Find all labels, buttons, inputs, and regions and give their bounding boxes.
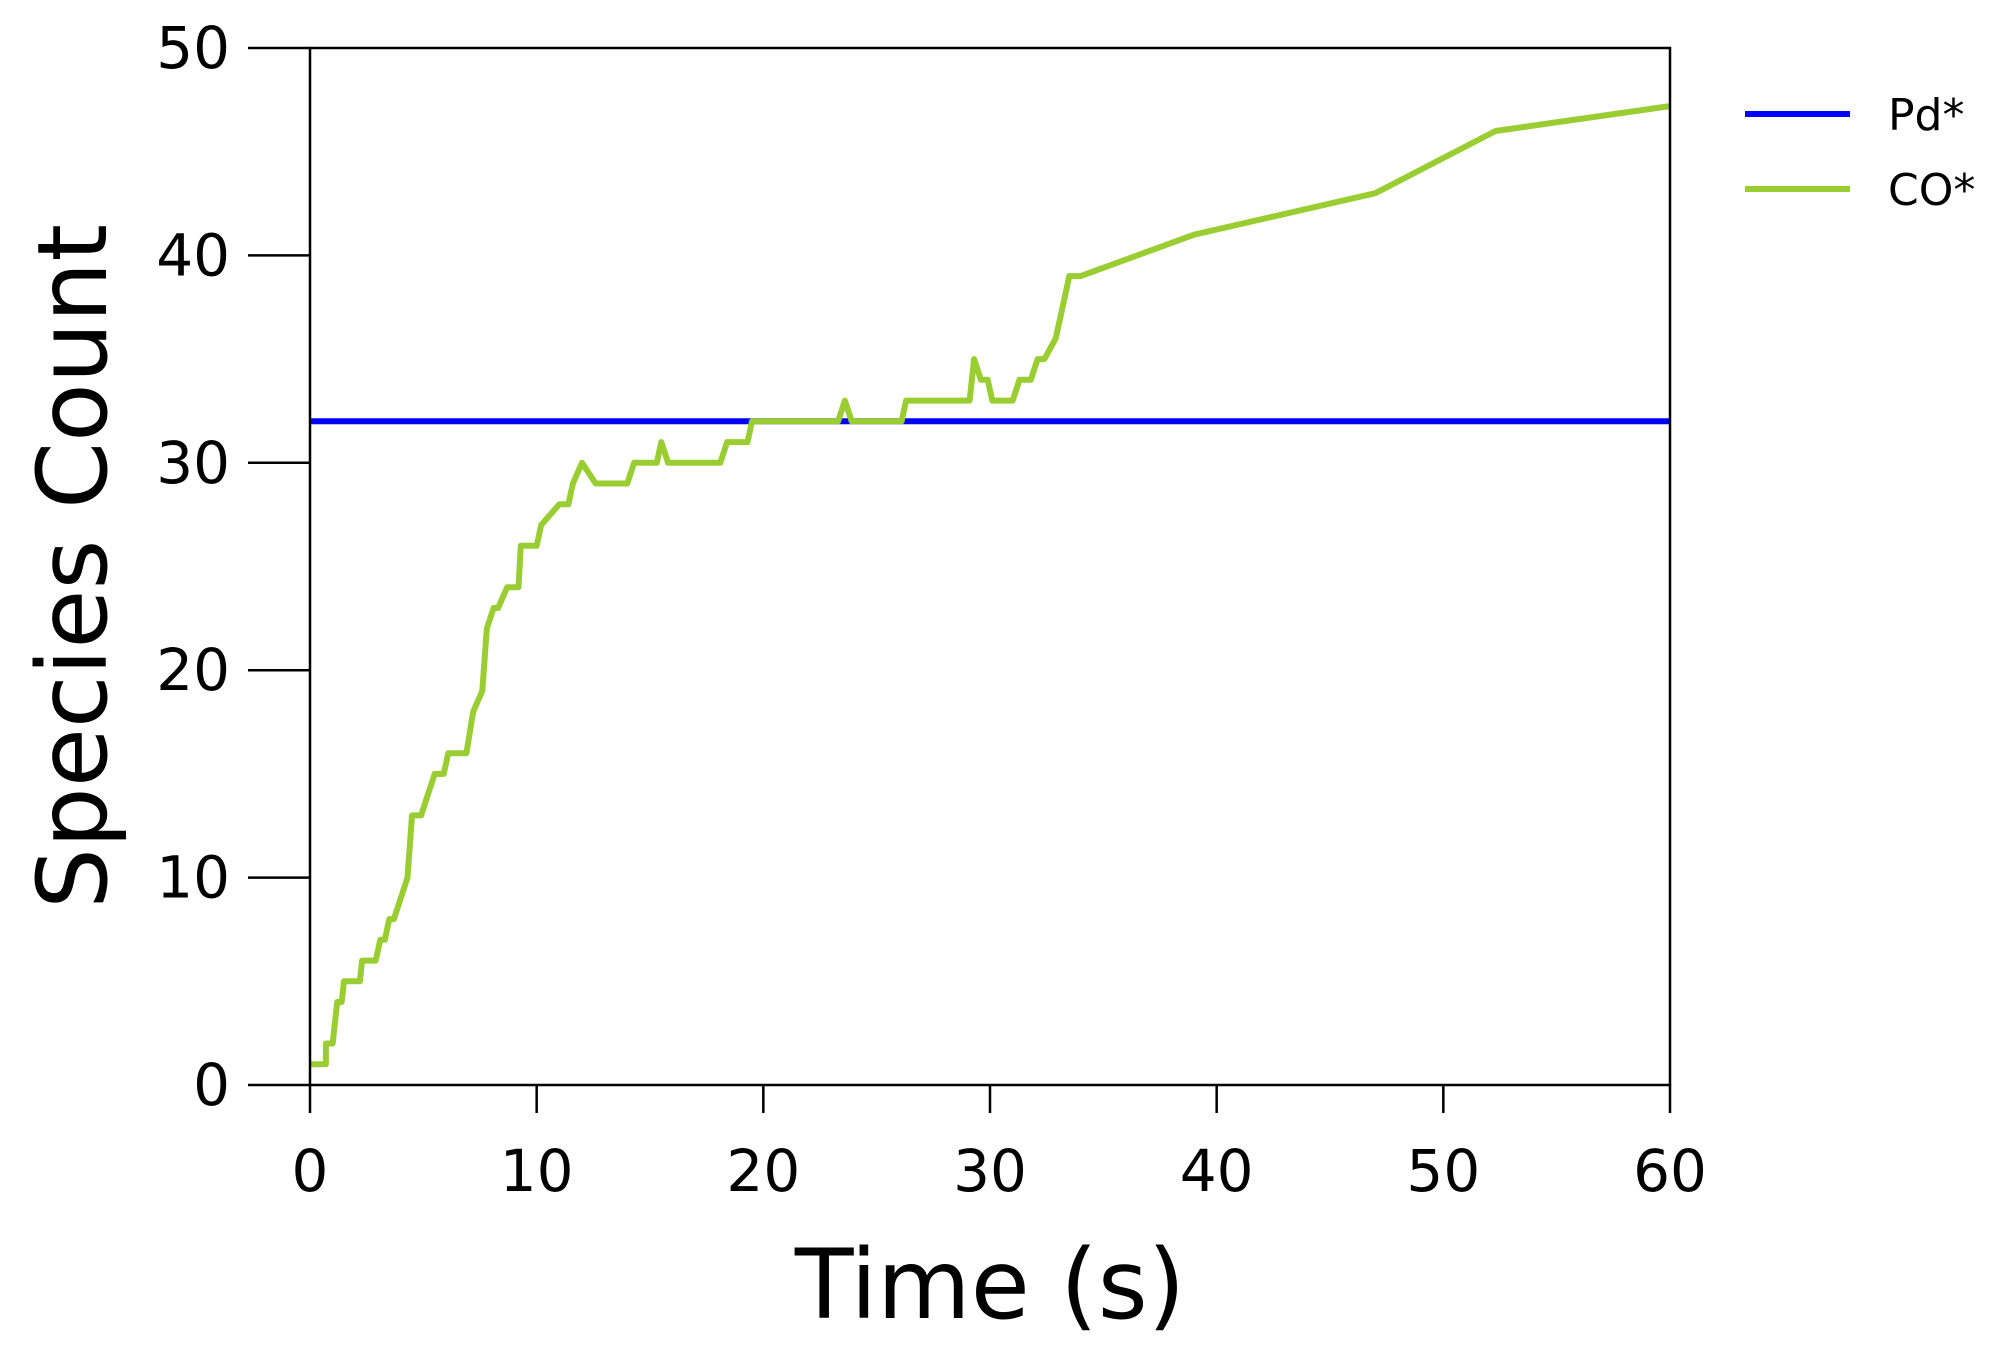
- y-tick-label: 40: [156, 221, 230, 289]
- x-tick-label: 40: [1180, 1137, 1254, 1205]
- x-axis: 0 10 20 30 40 50 60: [292, 1085, 1707, 1205]
- y-tick-label: 0: [193, 1051, 230, 1119]
- legend-label: CO*: [1888, 165, 1975, 216]
- x-tick-label: 20: [726, 1137, 800, 1205]
- series-line-co: [310, 103, 1671, 1068]
- series-layer: [310, 103, 1671, 1068]
- y-tick-label: 10: [156, 844, 230, 912]
- y-tick-label: 30: [156, 429, 230, 497]
- x-axis-title: Time (s): [794, 1229, 1185, 1341]
- legend-label: Pd*: [1888, 90, 1964, 141]
- y-tick-label: 20: [156, 636, 230, 704]
- x-tick-label: 60: [1633, 1137, 1707, 1205]
- x-tick-label: 30: [953, 1137, 1027, 1205]
- y-axis-title: Species Count: [17, 224, 129, 909]
- x-tick-label: 10: [500, 1137, 574, 1205]
- x-tick-label: 0: [292, 1137, 329, 1205]
- y-tick-label: 50: [156, 14, 230, 82]
- legend: Pd* CO*: [1745, 90, 1975, 216]
- y-axis: 0 10 20 30 40 50: [156, 14, 310, 1119]
- x-tick-label: 50: [1406, 1137, 1480, 1205]
